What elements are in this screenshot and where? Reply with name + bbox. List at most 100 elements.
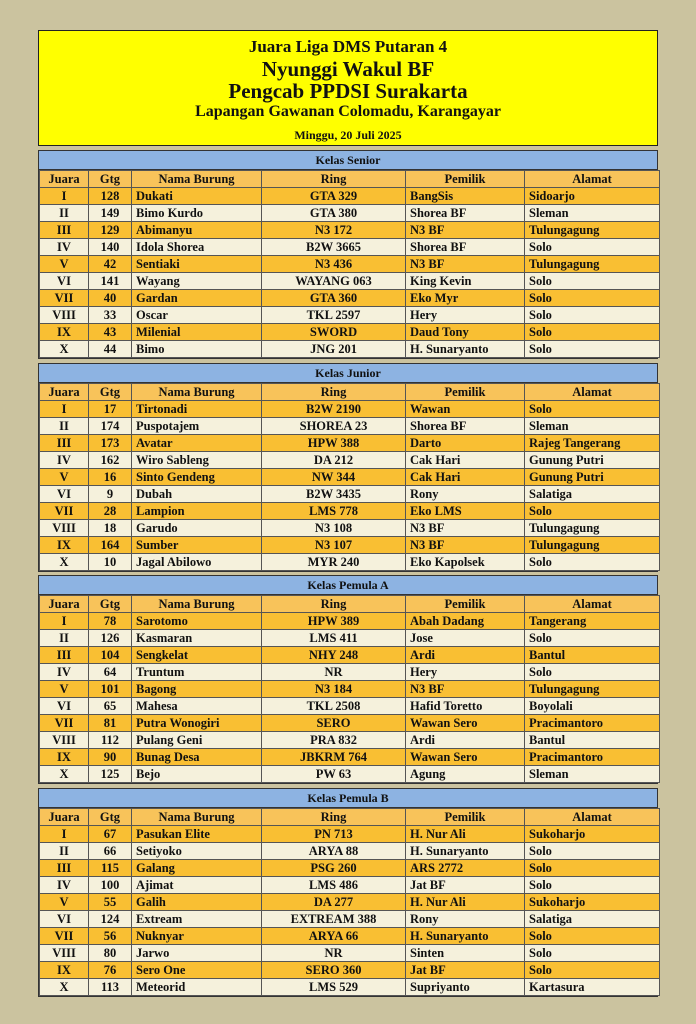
cell: IV xyxy=(39,450,89,469)
row: IV 140 Idola Shorea B2W 3665 Shorea BF Solo xyxy=(39,238,660,256)
cell: Shorea BF xyxy=(405,238,525,256)
subtitle: Nyunggi Wakul BF xyxy=(261,57,435,81)
cell: TKL 2508 xyxy=(261,697,406,715)
cell: MYR 240 xyxy=(261,552,406,571)
cell: 141 xyxy=(88,272,132,290)
cell: Meteorid xyxy=(131,977,262,996)
cell: 42 xyxy=(88,255,132,273)
cell: Solo xyxy=(524,501,660,520)
cell: Rajeg Tangerang xyxy=(524,433,660,452)
cell: Sleman xyxy=(524,765,660,783)
cell: Tulungagung xyxy=(524,221,660,239)
cell: Cak Hari xyxy=(405,467,525,486)
cell: Wawan Sero xyxy=(405,714,525,732)
row: II 149 Bimo Kurdo GTA 380 Shorea BF Sleman xyxy=(39,204,660,222)
row: IX 43 Milenial SWORD Daud Tony Solo xyxy=(39,323,660,341)
cell: NR xyxy=(261,663,406,681)
cell: Eko LMS xyxy=(405,501,525,520)
cell: Wawan Sero xyxy=(405,748,525,766)
cell: Tirtonadi xyxy=(131,399,262,418)
column-header: Pemilik xyxy=(405,807,525,826)
cell: II xyxy=(39,629,89,647)
cell: N3 172 xyxy=(261,221,406,239)
cell: DA 212 xyxy=(261,450,406,469)
cell: VIII xyxy=(39,731,89,749)
section: Kelas Junior Juara Gtg Nama Burung Ring Pemil… xyxy=(38,362,660,572)
row: IX 76 Sero One SERO 360 Jat BF Solo xyxy=(39,960,660,979)
cell: H. Sunaryanto xyxy=(405,841,525,860)
date: Minggu, 20 Juli 2025 xyxy=(294,128,402,142)
column-header: Gtg xyxy=(88,382,132,401)
cell: 78 xyxy=(88,612,132,630)
cell: II xyxy=(39,416,89,435)
cell: Jose xyxy=(405,629,525,647)
column-header: Ring xyxy=(261,382,406,401)
cell: Sinto Gendeng xyxy=(131,467,262,486)
results-table: Juara Gtg Nama Burung Ring Pemilik Alamat I 128… xyxy=(39,170,660,358)
cell: SERO xyxy=(261,714,406,732)
row: VI 124 Extream EXTREAM 388 Rony Salatiga xyxy=(39,909,660,928)
row: I 128 Dukati GTA 329 BangSis Sidoarjo xyxy=(39,187,660,205)
column-header: Nama Burung xyxy=(131,382,262,401)
cell: X xyxy=(39,340,89,358)
cell: Putra Wonogiri xyxy=(131,714,262,732)
cell: SERO 360 xyxy=(261,960,406,979)
cell: 44 xyxy=(88,340,132,358)
cell: Ardi xyxy=(405,646,525,664)
cell: 55 xyxy=(88,892,132,911)
cell: 43 xyxy=(88,323,132,341)
cell: Supriyanto xyxy=(405,977,525,996)
row: VII 40 Gardan GTA 360 Eko Myr Solo xyxy=(39,289,660,307)
section: Kelas Senior Juara Gtg Nama Burung Ring Pemil… xyxy=(38,150,660,359)
row: V 55 Galih DA 277 H. Nur Ali Sukoharjo xyxy=(39,892,660,911)
column-header: Nama Burung xyxy=(131,170,262,188)
cell: Hery xyxy=(405,306,525,324)
cell: Tulungagung xyxy=(524,518,660,537)
cell: 101 xyxy=(88,680,132,698)
cell: IX xyxy=(39,535,89,554)
section: Kelas Pemula A Juara Gtg Nama Burung Ring Pem… xyxy=(38,575,660,784)
row: VIII 18 Garudo N3 108 N3 BF Tulungagung xyxy=(39,518,660,537)
cell: 90 xyxy=(88,748,132,766)
cell: LMS 411 xyxy=(261,629,406,647)
cell: Pracimantoro xyxy=(524,714,660,732)
cell: Wiro Sableng xyxy=(131,450,262,469)
cell: Setiyoko xyxy=(131,841,262,860)
cell: Solo xyxy=(524,663,660,681)
cell: LMS 529 xyxy=(261,977,406,996)
cell: Solo xyxy=(524,943,660,962)
cell: Lampion xyxy=(131,501,262,520)
cell: Jagal Abilowo xyxy=(131,552,262,571)
cell: Shorea BF xyxy=(405,416,525,435)
cell: 9 xyxy=(88,484,132,503)
cell: VII xyxy=(39,289,89,307)
row: V 42 Sentiaki N3 436 N3 BF Tulungagung xyxy=(39,255,660,273)
cell: Truntum xyxy=(131,663,262,681)
cell: PN 713 xyxy=(261,824,406,843)
cell: LMS 486 xyxy=(261,875,406,894)
cell: SWORD xyxy=(261,323,406,341)
cell: 64 xyxy=(88,663,132,681)
cell: Bagong xyxy=(131,680,262,698)
row: VI 9 Dubah B2W 3435 Rony Salatiga xyxy=(39,484,660,503)
cell: N3 108 xyxy=(261,518,406,537)
results-table: Juara Gtg Nama Burung Ring Pemilik Alamat I 17 T… xyxy=(39,382,660,571)
cell: 125 xyxy=(88,765,132,783)
cell: HPW 389 xyxy=(261,612,406,630)
section-title: Kelas Pemula B xyxy=(39,788,657,808)
cell: 140 xyxy=(88,238,132,256)
row: VII 28 Lampion LMS 778 Eko LMS Solo xyxy=(39,501,660,520)
column-header: Ring xyxy=(261,170,406,188)
cell: BangSis xyxy=(405,187,525,205)
column-header: Pemilik xyxy=(405,595,525,613)
column-header: Ring xyxy=(261,595,406,613)
cell: VII xyxy=(39,714,89,732)
cell: V xyxy=(39,467,89,486)
cell: ARYA 66 xyxy=(261,926,406,945)
cell: Gunung Putri xyxy=(524,450,660,469)
cell: VI xyxy=(39,697,89,715)
cell: PRA 832 xyxy=(261,731,406,749)
cell: Kartasura xyxy=(524,977,660,996)
organizer: Pengcab PPDSI Surakarta xyxy=(228,79,468,103)
cell: Idola Shorea xyxy=(131,238,262,256)
